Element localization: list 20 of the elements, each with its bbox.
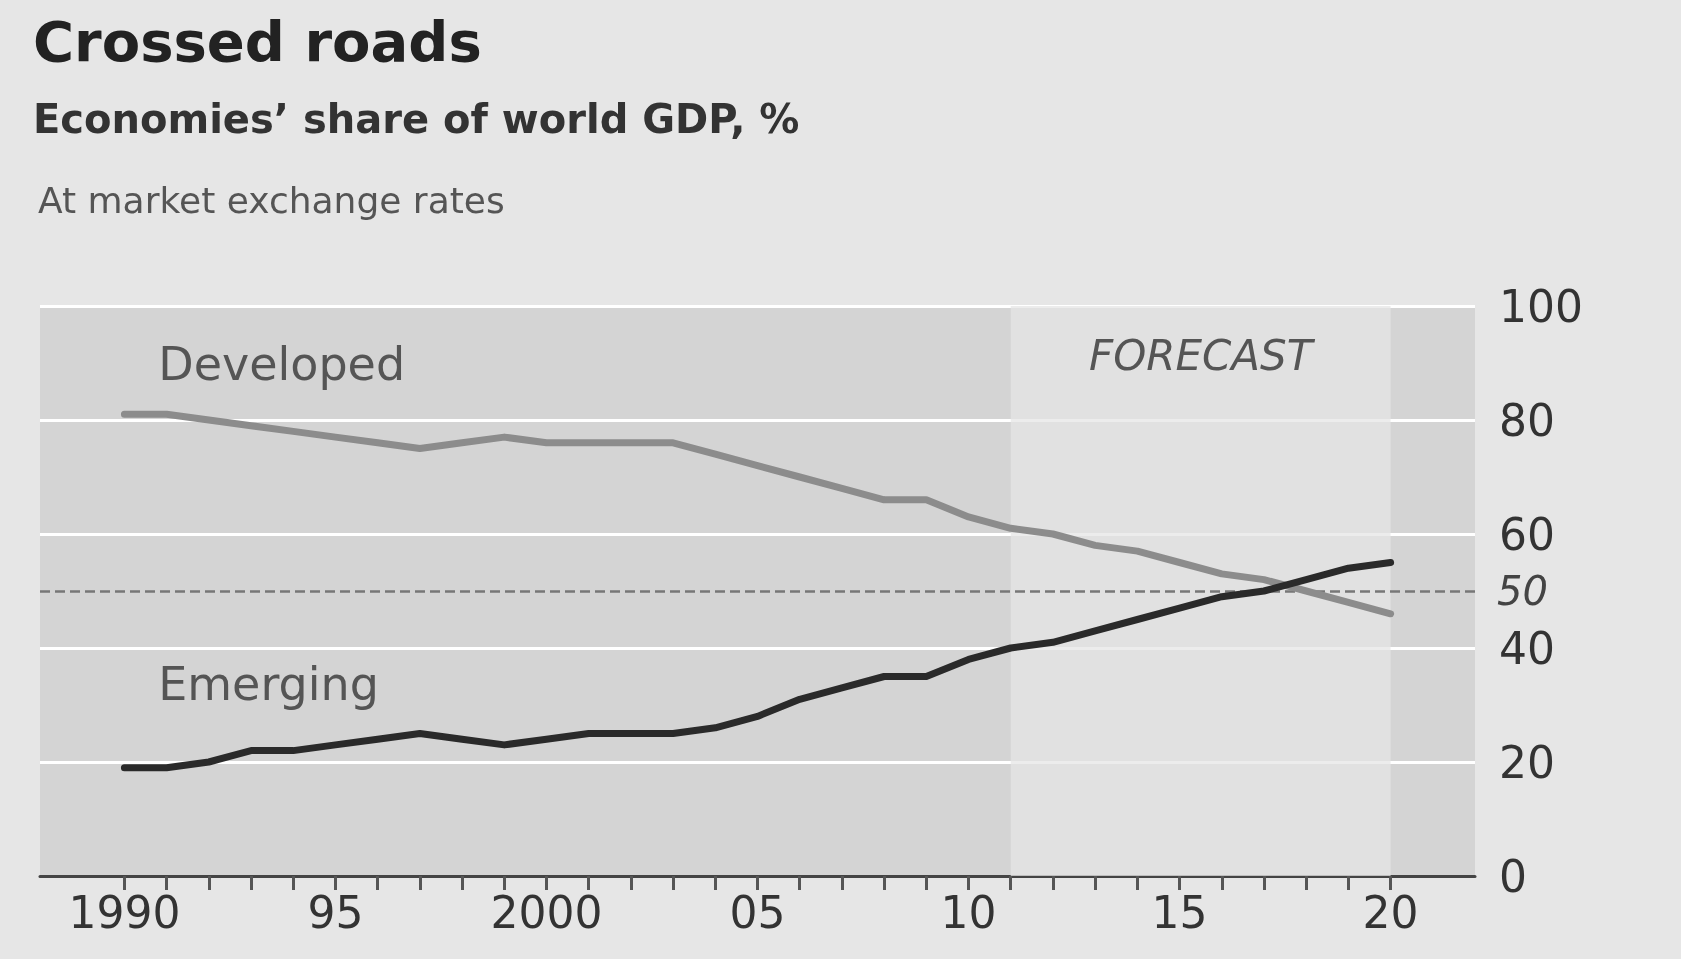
- y-tick-label: 20: [1499, 736, 1555, 788]
- text: At market exchange rates: [38, 179, 505, 221]
- x-tick-label: 95: [307, 886, 364, 938]
- x-tick-label: 20: [1362, 886, 1419, 938]
- y-tick-label: 60: [1499, 508, 1555, 560]
- ref-line-label: 50: [1497, 568, 1548, 614]
- y-tick-label: 0: [1499, 850, 1527, 902]
- series-label: Developed: [158, 337, 406, 392]
- chart-subtitle: Economies’ share of world GDP, %: [33, 96, 800, 142]
- band-label: FORECAST: [1089, 330, 1316, 380]
- x-tick-label: 1990: [68, 886, 181, 938]
- series-label: Emerging: [158, 656, 379, 711]
- y-tick-label: 100: [1499, 280, 1583, 332]
- chart-title: Crossed roads: [33, 8, 482, 74]
- x-tick-label: 15: [1151, 886, 1208, 938]
- x-tick-label: 2000: [490, 886, 603, 938]
- y-tick-label: 80: [1499, 394, 1555, 446]
- x-tick-label: 05: [729, 886, 786, 938]
- y-tick-label: 40: [1499, 622, 1555, 674]
- x-tick-label: 10: [940, 886, 997, 938]
